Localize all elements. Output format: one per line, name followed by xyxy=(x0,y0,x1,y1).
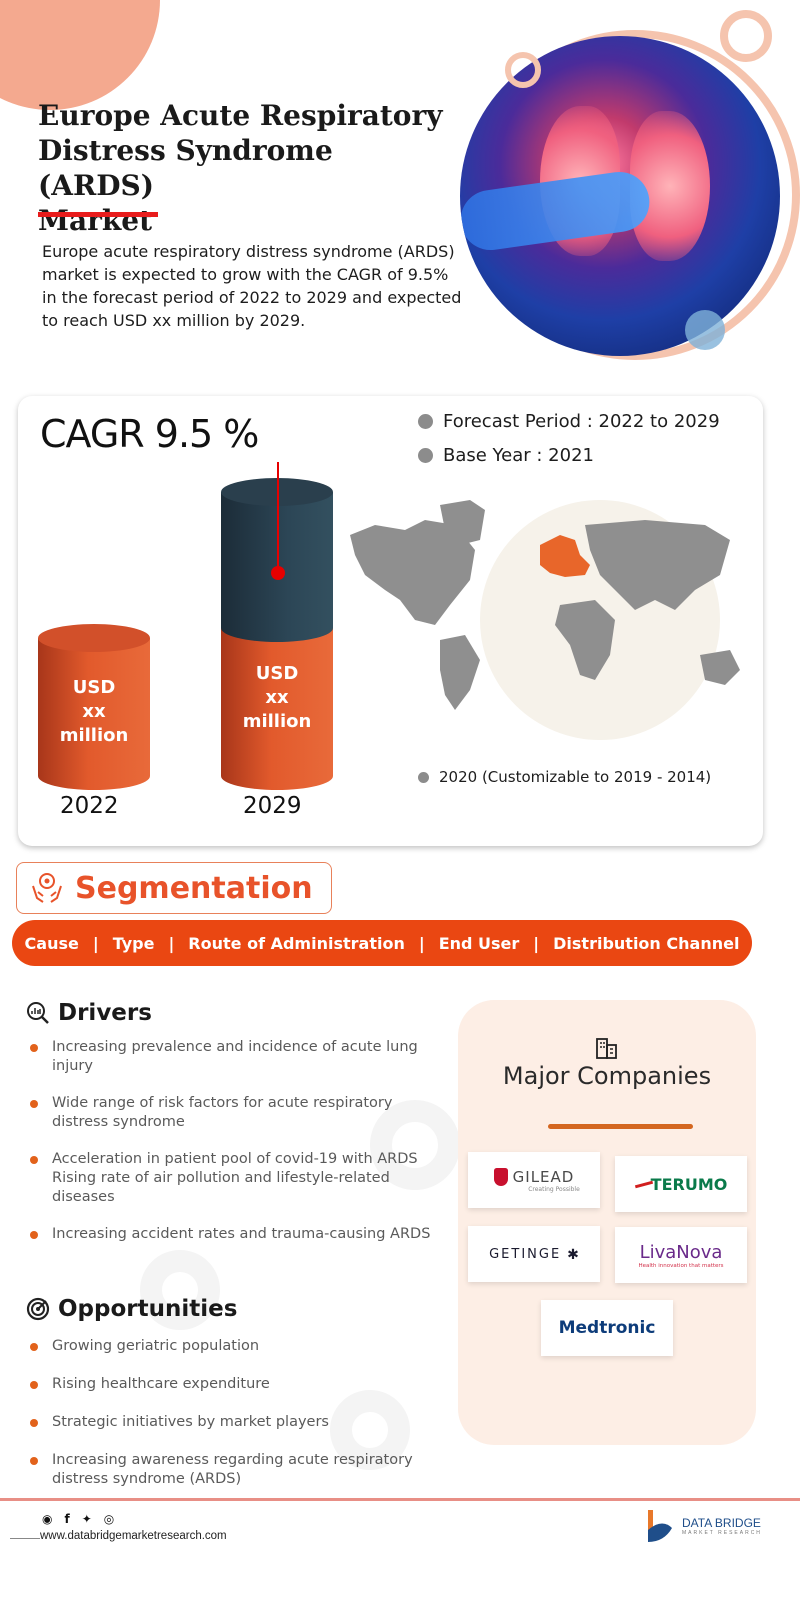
bar-2029-year: 2029 xyxy=(243,793,302,819)
cagr-label: CAGR 9.5 % xyxy=(40,412,259,456)
decorative-ring xyxy=(720,10,772,62)
brand-name: DATA BRIDGE xyxy=(682,1516,761,1530)
social-links: ◉ f ✦ ◎ xyxy=(42,1512,114,1526)
logo-gilead: GILEAD Creating Possible xyxy=(468,1152,600,1208)
opportunity-item: Increasing awareness regarding acute res… xyxy=(26,1451,441,1489)
cylinder-body xyxy=(38,638,150,790)
hand-shape xyxy=(460,168,654,254)
title-underline xyxy=(38,212,158,217)
segment-cause: Cause xyxy=(24,933,79,953)
bar-2029-value: USD xx million xyxy=(242,663,312,732)
major-companies-panel xyxy=(458,1000,756,1445)
forecast-period: Forecast Period : 2022 to 2029 xyxy=(418,411,720,432)
decorative-ring xyxy=(330,1390,410,1470)
website-link[interactable]: www.databridgemarketresearch.com xyxy=(40,1530,227,1542)
base-year-text: Base Year : 2021 xyxy=(443,445,594,466)
magnifier-chart-icon xyxy=(27,1002,49,1024)
data-bridge-mark-icon xyxy=(648,1510,672,1542)
bullet-dot xyxy=(418,771,429,783)
segmentation-bar: Cause | Type | Route of Administration |… xyxy=(12,920,752,966)
major-companies-title: Major Companies xyxy=(502,1062,712,1090)
logo-medtronic: Medtronic xyxy=(541,1300,673,1356)
drivers-list: Increasing prevalence and incidence of a… xyxy=(26,1038,441,1244)
cagr-pointer-line xyxy=(277,462,279,572)
bar-2022: USD xx million xyxy=(38,624,150,790)
cylinder-top xyxy=(38,624,150,652)
page-title: Europe Acute Respiratory Distress Syndro… xyxy=(38,98,458,238)
historic-years: 2020 (Customizable to 2019 - 2014) xyxy=(418,768,711,786)
opportunities-heading: Opportunities xyxy=(26,1296,237,1322)
building-icon xyxy=(596,1038,617,1059)
decorative-ring xyxy=(505,52,541,88)
whatsapp-icon[interactable]: ◉ xyxy=(42,1512,53,1526)
bullet-dot xyxy=(418,414,433,429)
intro-text: Europe acute respiratory distress syndro… xyxy=(42,242,462,330)
segment-type: Type xyxy=(112,933,155,953)
twitter-icon[interactable]: ✦ xyxy=(81,1512,92,1526)
bar-2022-value: USD xx million xyxy=(59,677,129,746)
separator: | xyxy=(418,933,425,953)
separator: | xyxy=(168,933,175,953)
separator: | xyxy=(533,933,540,953)
driver-item: Acceleration in patient pool of covid-19… xyxy=(26,1150,441,1207)
opportunities-title: Opportunities xyxy=(58,1296,238,1322)
opportunity-item: Growing geriatric population xyxy=(26,1337,441,1356)
opportunities-list: Growing geriatric population Rising heal… xyxy=(26,1337,441,1489)
footer-divider xyxy=(0,1498,800,1501)
instagram-icon[interactable]: ◎ xyxy=(103,1512,115,1526)
segmentation-header: Segmentation xyxy=(16,862,332,914)
gilead-shield-icon xyxy=(493,1167,508,1186)
segment-end-user: End User xyxy=(438,933,520,953)
brand-sub: MARKET RESEARCH xyxy=(682,1530,762,1536)
separator: | xyxy=(92,933,99,953)
logo-terumo: TERUMO xyxy=(615,1156,747,1212)
driver-item: Increasing accident rates and trauma-cau… xyxy=(26,1225,441,1244)
data-bridge-logo: DATA BRIDGE MARKET RESEARCH xyxy=(642,1508,762,1544)
title-line: Distress Syndrome (ARDS) xyxy=(38,134,333,202)
decorative-ring xyxy=(140,1250,220,1330)
hands-care-icon xyxy=(32,873,62,903)
base-year: Base Year : 2021 xyxy=(418,445,594,466)
logo-livanova: LivaNova Health innovation that matters xyxy=(615,1227,747,1283)
logo-getinge: GETINGE ✱ xyxy=(468,1226,600,1282)
decorative-blob xyxy=(0,0,160,110)
decorative-dot xyxy=(685,310,725,350)
driver-item: Wide range of risk factors for acute res… xyxy=(26,1094,441,1132)
driver-item: Increasing prevalence and incidence of a… xyxy=(26,1038,441,1076)
europe-highlight xyxy=(540,535,590,577)
title-line: Market xyxy=(38,204,153,237)
segmentation-title: Segmentation xyxy=(75,870,313,906)
getinge-asterisk-icon: ✱ xyxy=(567,1245,579,1262)
drivers-heading: Drivers xyxy=(26,1000,152,1026)
drivers-title: Drivers xyxy=(58,1000,152,1026)
historic-years-text: 2020 (Customizable to 2019 - 2014) xyxy=(439,768,712,786)
bar-2022-year: 2022 xyxy=(60,793,119,819)
url-rule xyxy=(10,1538,40,1539)
opportunity-item: Strategic initiatives by market players xyxy=(26,1413,441,1432)
title-line: Europe Acute Respiratory xyxy=(38,99,443,132)
cagr-pointer-dot xyxy=(271,566,285,580)
segment-route-of-administration: Route of Administration xyxy=(188,933,405,953)
forecast-period-text: Forecast Period : 2022 to 2029 xyxy=(443,411,720,432)
world-map xyxy=(350,500,740,710)
target-icon xyxy=(26,1297,50,1321)
segment-distribution-channel: Distribution Channel xyxy=(553,933,740,953)
companies-underline xyxy=(548,1124,693,1129)
opportunity-item: Rising healthcare expenditure xyxy=(26,1375,441,1394)
lungs-illustration xyxy=(460,36,780,356)
bullet-dot xyxy=(418,448,433,463)
facebook-icon[interactable]: f xyxy=(64,1512,70,1526)
